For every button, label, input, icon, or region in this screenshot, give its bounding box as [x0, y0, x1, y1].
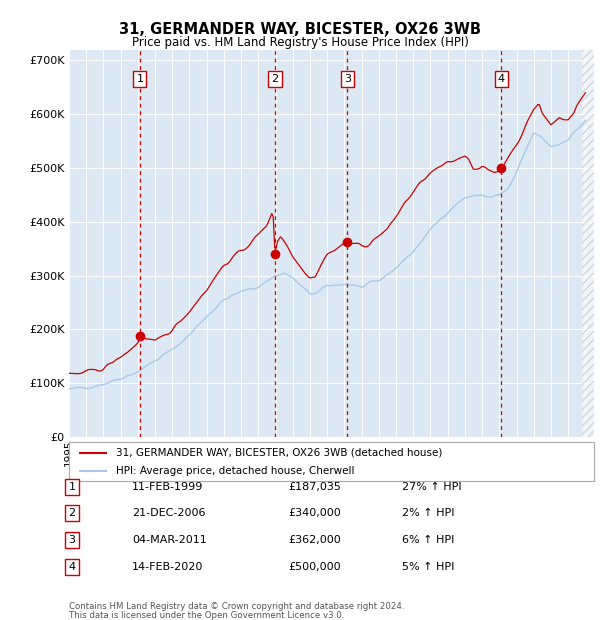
Text: 1: 1: [136, 74, 143, 84]
Text: £500,000: £500,000: [288, 562, 341, 572]
Bar: [583, 50, 594, 437]
Text: 11-FEB-1999: 11-FEB-1999: [132, 482, 203, 492]
Text: 2: 2: [271, 74, 278, 84]
Text: 31, GERMANDER WAY, BICESTER, OX26 3WB: 31, GERMANDER WAY, BICESTER, OX26 3WB: [119, 22, 481, 37]
Text: This data is licensed under the Open Government Licence v3.0.: This data is licensed under the Open Gov…: [69, 611, 344, 619]
Text: 31, GERMANDER WAY, BICESTER, OX26 3WB (detached house): 31, GERMANDER WAY, BICESTER, OX26 3WB (d…: [116, 448, 443, 458]
Text: 6% ↑ HPI: 6% ↑ HPI: [402, 535, 454, 545]
Text: 2: 2: [68, 508, 76, 518]
Text: 27% ↑ HPI: 27% ↑ HPI: [402, 482, 461, 492]
Text: HPI: Average price, detached house, Cherwell: HPI: Average price, detached house, Cher…: [116, 466, 355, 476]
Text: 3: 3: [68, 535, 76, 545]
Text: Price paid vs. HM Land Registry's House Price Index (HPI): Price paid vs. HM Land Registry's House …: [131, 36, 469, 49]
Text: 4: 4: [498, 74, 505, 84]
Text: £362,000: £362,000: [288, 535, 341, 545]
Text: 3: 3: [344, 74, 351, 84]
Text: 1: 1: [68, 482, 76, 492]
Text: 14-FEB-2020: 14-FEB-2020: [132, 562, 203, 572]
Text: 04-MAR-2011: 04-MAR-2011: [132, 535, 207, 545]
Text: 2% ↑ HPI: 2% ↑ HPI: [402, 508, 455, 518]
Text: 4: 4: [68, 562, 76, 572]
Text: £187,035: £187,035: [288, 482, 341, 492]
Text: Contains HM Land Registry data © Crown copyright and database right 2024.: Contains HM Land Registry data © Crown c…: [69, 602, 404, 611]
Text: 21-DEC-2006: 21-DEC-2006: [132, 508, 205, 518]
Text: 5% ↑ HPI: 5% ↑ HPI: [402, 562, 454, 572]
Text: £340,000: £340,000: [288, 508, 341, 518]
